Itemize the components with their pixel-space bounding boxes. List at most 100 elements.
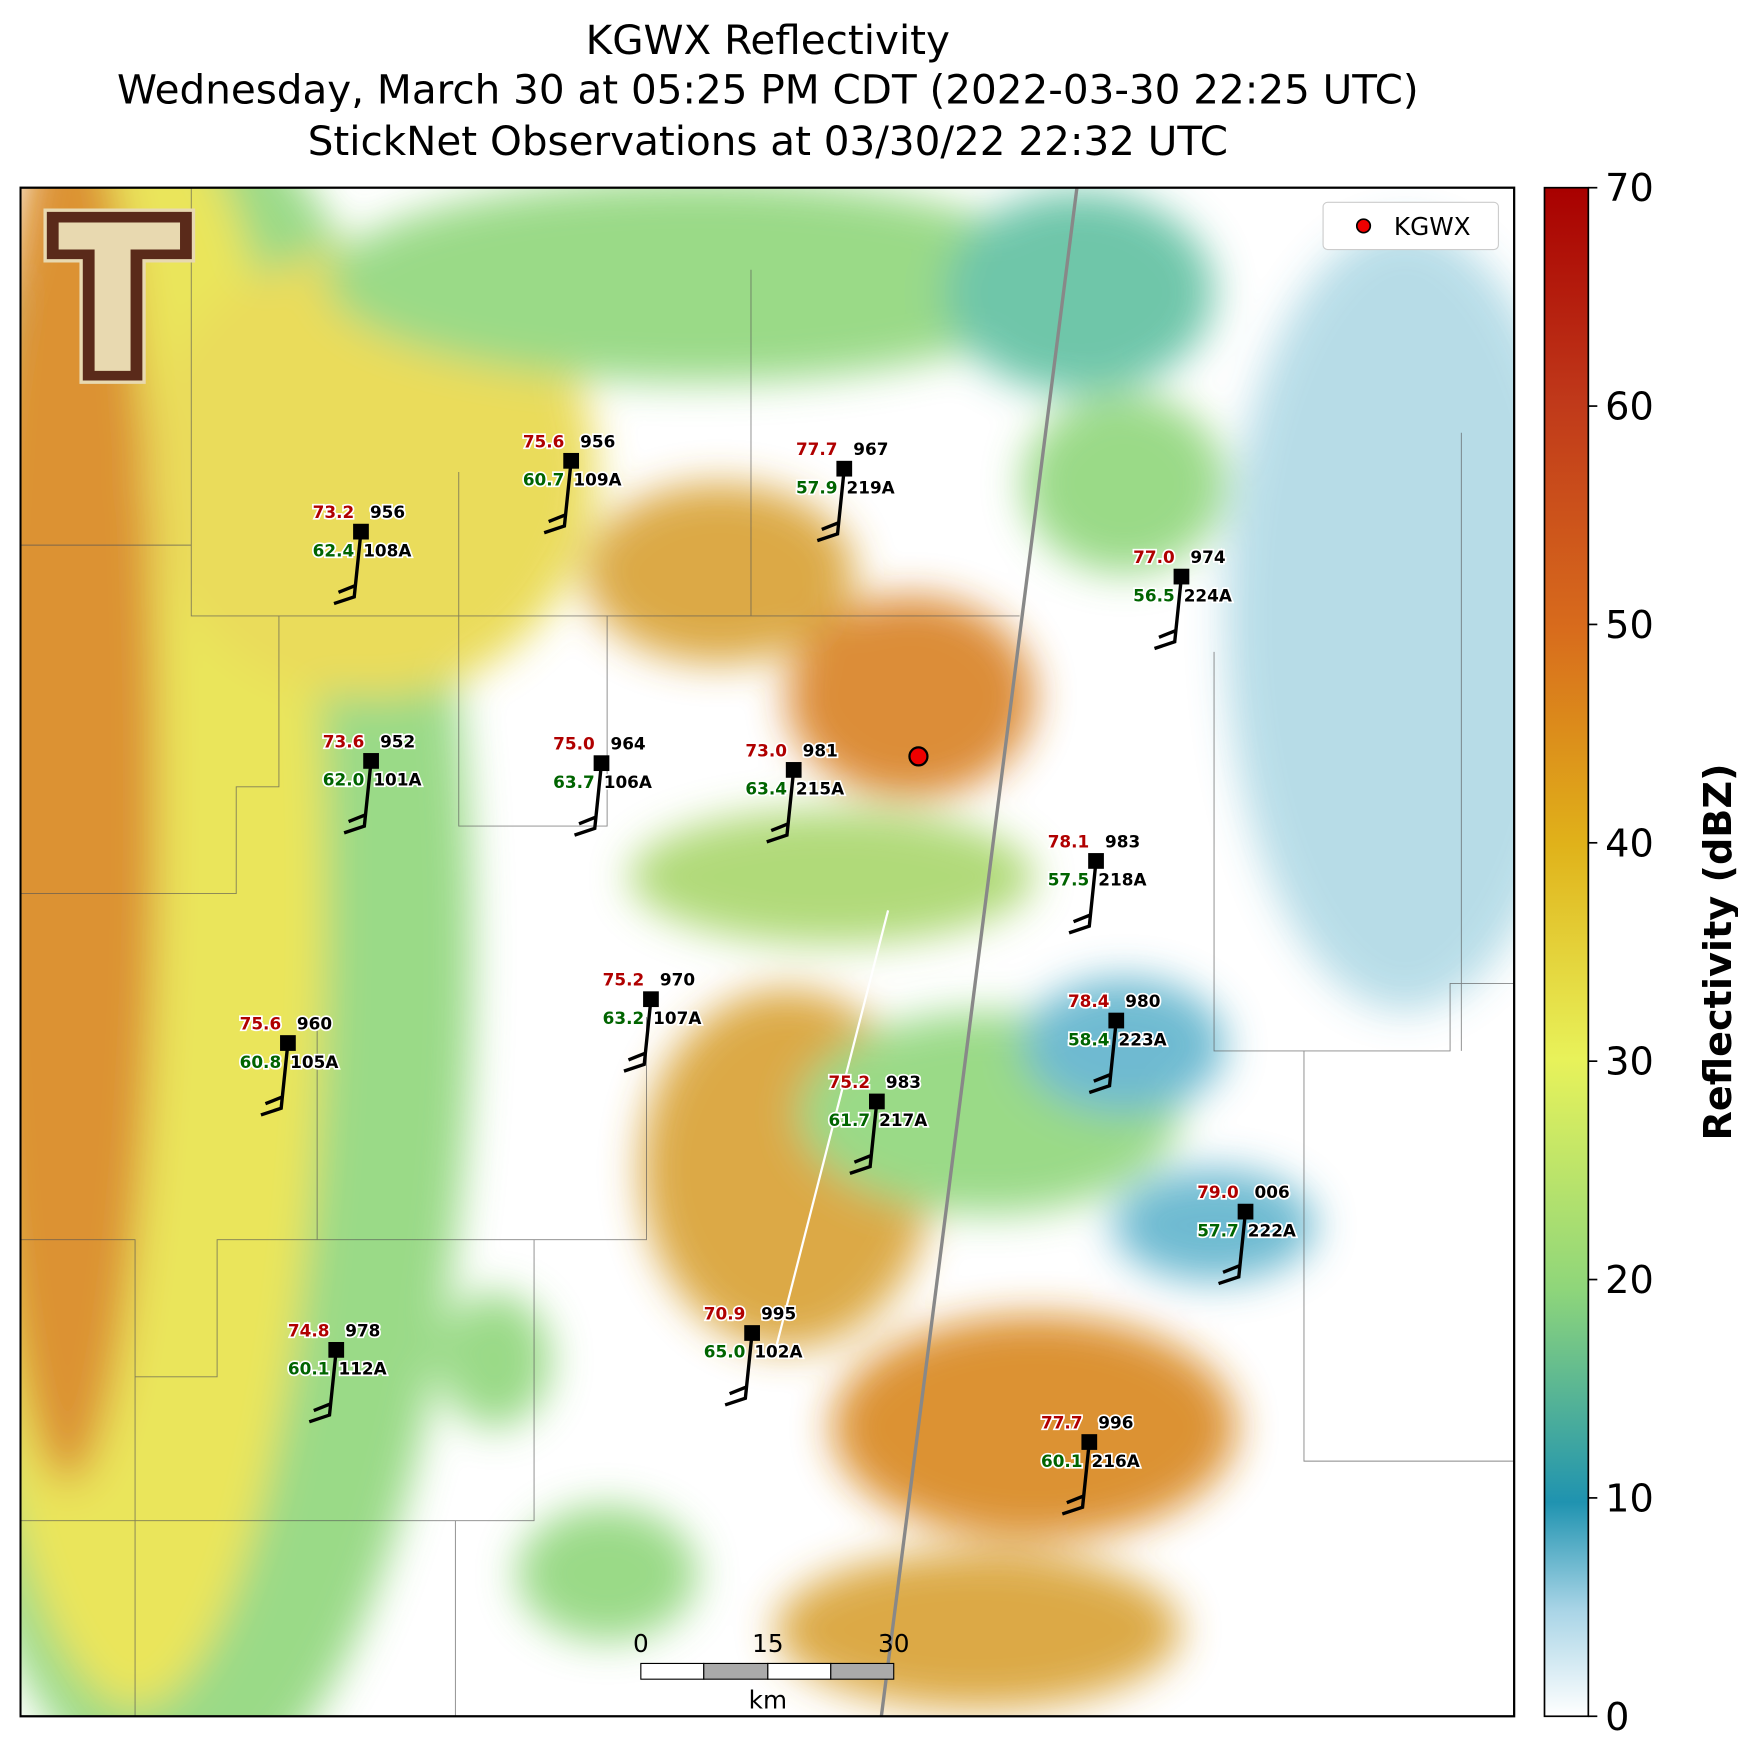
colorbar-tick-label: 60	[1605, 386, 1654, 430]
legend-box: KGWX	[1322, 201, 1499, 251]
station-id: 102A	[754, 1342, 802, 1362]
dewpoint: 60.8	[240, 1052, 282, 1072]
wind-barb	[816, 468, 846, 543]
temperature: 75.6	[240, 1014, 282, 1034]
station: 75.6 956 60.7 109A	[521, 430, 623, 535]
dewpoint: 60.7	[523, 470, 565, 490]
station-marker	[280, 1035, 296, 1051]
station: 75.2 983 61.7 217A	[827, 1070, 929, 1176]
wind-barb	[343, 760, 373, 835]
wind-barb	[333, 531, 363, 606]
station-marker	[869, 1093, 885, 1110]
station-marker	[643, 991, 659, 1008]
colorbar-tick-label: 20	[1605, 1259, 1654, 1303]
station-marker	[593, 755, 610, 772]
dewpoint: 60.1	[1041, 1451, 1083, 1471]
pressure: 983	[886, 1072, 921, 1092]
stations: 75.6 956 60.7 109A 77.7 967 57.9 219A 73.2 956 62.…	[238, 430, 1298, 1516]
temperature: 73.6	[323, 731, 365, 751]
dewpoint: 65.0	[704, 1342, 746, 1362]
pressure: 974	[1190, 547, 1225, 567]
station-id: 224A	[1184, 585, 1232, 605]
wind-barb	[766, 769, 796, 844]
temperature: 78.4	[1068, 991, 1110, 1011]
temperature: 74.8	[288, 1320, 330, 1340]
station-marker	[1108, 1012, 1125, 1029]
wind-barb	[260, 1042, 290, 1117]
temperature: 73.2	[313, 502, 355, 522]
station: 73.6 952 62.0 101A	[321, 730, 423, 835]
station-marker	[563, 452, 580, 469]
station-marker	[1088, 853, 1104, 869]
colorbar: Reflectivity (dBZ) 0 10 20 30 40 50 60 70	[1543, 167, 1738, 1740]
station-id: 215A	[796, 779, 844, 799]
station: 74.8 978 60.1 112A	[286, 1319, 388, 1424]
wind-barb	[849, 1101, 879, 1176]
wind-barb	[724, 1332, 754, 1407]
dewpoint: 61.7	[829, 1110, 871, 1130]
station: 77.0 974 56.5 224A	[1131, 545, 1234, 651]
station: 77.7 967 57.9 219A	[794, 438, 896, 543]
temperature: 73.0	[745, 740, 787, 760]
pressure: 006	[1255, 1182, 1290, 1202]
station-id: 112A	[338, 1359, 386, 1379]
wind-barb	[543, 460, 573, 535]
dewpoint: 57.5	[1048, 870, 1090, 890]
radar-site	[908, 746, 929, 767]
station-marker	[1081, 1434, 1098, 1450]
station-id: 106A	[604, 772, 652, 792]
temperature: 75.2	[603, 970, 645, 990]
temperature: 77.0	[1133, 547, 1175, 567]
pressure: 983	[1105, 831, 1140, 851]
colorbar-tick-label: 10	[1605, 1477, 1654, 1521]
legend-label: KGWX	[1394, 212, 1471, 241]
wind-barb	[573, 762, 604, 837]
station-marker	[1173, 568, 1190, 585]
station-id: 216A	[1092, 1451, 1140, 1471]
scale-bar: 0 15 30 km	[633, 1629, 909, 1714]
temperature: 75.0	[553, 734, 595, 754]
wind-barb	[308, 1349, 338, 1424]
radar-field	[20, 187, 1515, 1717]
colorbar-ramp	[1543, 186, 1590, 1718]
temperature: 77.7	[1041, 1413, 1083, 1433]
temperature: 78.1	[1048, 831, 1090, 851]
dewpoint: 63.7	[553, 772, 595, 792]
pressure: 960	[297, 1014, 332, 1034]
station-id: 219A	[847, 477, 895, 497]
pressure: 995	[761, 1304, 796, 1324]
temperature: 75.6	[523, 431, 565, 451]
pressure: 981	[803, 740, 838, 760]
logo	[43, 208, 196, 384]
station-marker	[353, 523, 369, 540]
station: 77.7 996 60.1 216A	[1039, 1411, 1141, 1516]
station-id: 222A	[1248, 1220, 1296, 1240]
dewpoint: 56.5	[1133, 585, 1175, 605]
station-marker	[836, 460, 853, 477]
station-id: 223A	[1119, 1029, 1167, 1049]
dewpoint: 63.2	[603, 1008, 645, 1028]
station-marker	[785, 762, 802, 778]
station-marker	[1237, 1203, 1254, 1220]
scale-label: 15	[752, 1629, 783, 1658]
temperature: 77.7	[796, 439, 838, 459]
legend-frame	[1322, 201, 1499, 251]
station-id: 105A	[290, 1052, 338, 1072]
pressure: 996	[1098, 1413, 1133, 1433]
station: 73.0 981 63.4 215A	[744, 739, 846, 844]
station: 78.4 980 58.4 223A	[1066, 989, 1168, 1095]
station-marker	[744, 1325, 760, 1341]
wind-barb	[1068, 860, 1098, 935]
wind-barb	[623, 999, 653, 1073]
legend-marker	[1355, 218, 1372, 234]
colorbar-tick-label: 30	[1605, 1041, 1654, 1085]
colorbar-label: Reflectivity (dBZ)	[1697, 763, 1738, 1140]
pressure: 952	[380, 731, 415, 751]
station-id: 218A	[1098, 870, 1146, 890]
dewpoint: 62.4	[313, 540, 355, 560]
dewpoint: 60.1	[288, 1359, 330, 1379]
temperature: 79.0	[1197, 1182, 1239, 1202]
temperature: 70.9	[704, 1304, 746, 1324]
